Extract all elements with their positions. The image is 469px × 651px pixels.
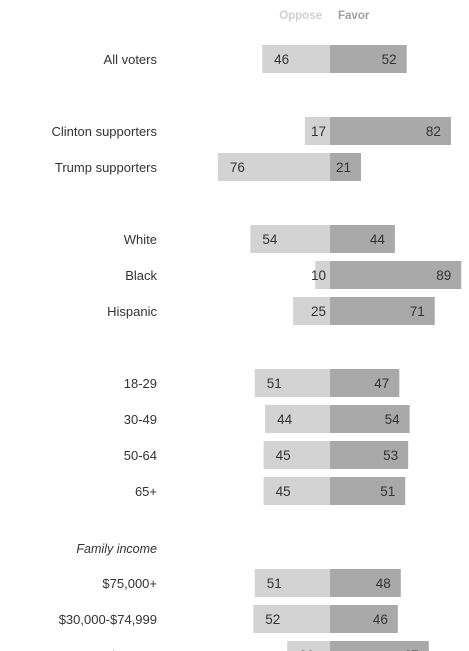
chart-row: $75,000+ 51 48 [102, 569, 401, 597]
bar-oppose [304, 117, 330, 145]
value-label-oppose: 29 [299, 648, 314, 651]
legend-headers: Oppose Favor [279, 10, 370, 22]
value-label-oppose: 45 [276, 448, 291, 463]
bar-favor [330, 477, 406, 505]
value-label-oppose: 51 [267, 376, 282, 391]
value-label-favor: 21 [336, 160, 351, 175]
value-label-favor: 46 [373, 612, 388, 627]
value-label-oppose: 54 [262, 232, 278, 247]
row-label: Trump supporters [55, 160, 158, 175]
value-label-oppose: 10 [311, 268, 326, 283]
bar-oppose [263, 477, 330, 505]
chart-rows: All voters 46 52 Clinton supporters 17 82 Trum… [52, 45, 462, 651]
bar-oppose [293, 297, 330, 325]
row-label: 18-29 [124, 376, 157, 391]
row-label: 30-49 [124, 412, 157, 427]
chart-row: Trump supporters 76 21 [55, 153, 361, 181]
value-label-favor: 44 [370, 232, 386, 247]
row-label: 65+ [135, 484, 157, 499]
chart-row: 18-29 51 47 [124, 369, 400, 397]
value-label-oppose: 45 [276, 484, 291, 499]
chart-row: Clinton supporters 17 82 [52, 117, 451, 145]
chart-row: <$30,000 29 67 [102, 641, 429, 651]
bar-oppose [250, 225, 330, 253]
value-label-favor: 47 [374, 376, 389, 391]
bar-favor [330, 369, 400, 397]
bar-favor [330, 153, 361, 181]
bar-favor [330, 405, 410, 433]
bar-oppose [254, 369, 330, 397]
bar-oppose [262, 45, 330, 73]
value-label-favor: 51 [380, 484, 395, 499]
value-label-favor: 89 [436, 268, 451, 283]
bar-oppose [287, 641, 330, 651]
row-label: Clinton supporters [52, 124, 158, 139]
bar-oppose [253, 605, 330, 633]
value-label-oppose: 51 [267, 576, 282, 591]
chart-row: Hispanic 25 71 [107, 297, 435, 325]
row-label: White [124, 232, 157, 247]
bar-favor [330, 605, 398, 633]
row-label: <$30,000 [102, 648, 157, 651]
chart-row: Black 10 89 [125, 261, 462, 289]
value-label-oppose: 17 [311, 124, 326, 139]
value-label-favor: 67 [404, 648, 419, 651]
value-label-favor: 53 [383, 448, 398, 463]
bar-favor [330, 641, 429, 651]
value-label-favor: 54 [385, 412, 401, 427]
value-label-oppose: 52 [265, 612, 280, 627]
bar-oppose [263, 441, 330, 469]
value-label-favor: 71 [410, 304, 425, 319]
value-label-favor: 82 [426, 124, 441, 139]
bar-oppose [265, 405, 330, 433]
row-label: Black [125, 268, 157, 283]
value-label-oppose: 76 [230, 160, 245, 175]
value-label-oppose: 44 [277, 412, 293, 427]
value-label-oppose: 46 [274, 52, 289, 67]
chart-row: 50-64 45 53 [124, 441, 409, 469]
row-label: All voters [104, 52, 158, 67]
bar-oppose [315, 261, 330, 289]
legend-oppose: Oppose [279, 10, 322, 22]
bar-favor [330, 441, 409, 469]
chart-row: White 54 44 [124, 225, 395, 253]
chart-row: 65+ 45 51 [135, 477, 406, 505]
value-label-oppose: 25 [311, 304, 326, 319]
row-label: $30,000-$74,999 [59, 612, 157, 627]
chart-row: All voters 46 52 [104, 45, 407, 73]
bar-favor [330, 117, 451, 145]
legend-favor: Favor [338, 10, 370, 22]
value-label-favor: 52 [382, 52, 397, 67]
group-heading: Family income [76, 542, 157, 556]
value-label-favor: 48 [376, 576, 391, 591]
bar-favor [330, 261, 462, 289]
row-label: $75,000+ [102, 576, 157, 591]
bar-oppose [254, 569, 330, 597]
bar-favor [330, 569, 401, 597]
chart-row: 30-49 44 54 [124, 405, 410, 433]
row-label: Hispanic [107, 304, 157, 319]
row-label: 50-64 [124, 448, 157, 463]
bar-favor [330, 45, 407, 73]
bar-oppose [217, 153, 330, 181]
chart-row: $30,000-$74,999 52 46 [59, 605, 398, 633]
bar-favor [330, 297, 435, 325]
bar-favor [330, 225, 395, 253]
